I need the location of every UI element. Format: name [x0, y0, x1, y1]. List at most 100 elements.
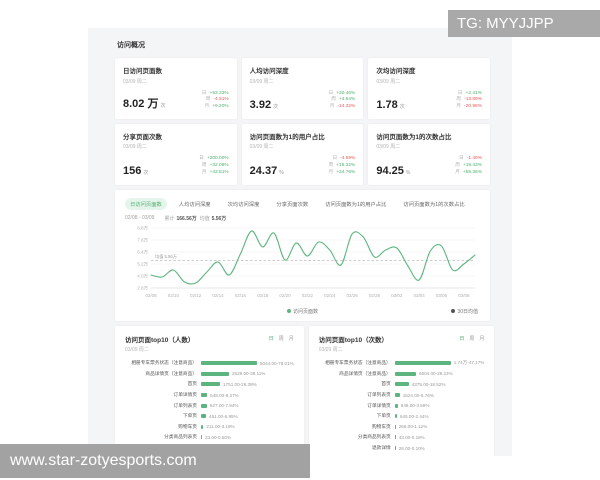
trend-tab[interactable]: 访问页面数为1的次数占比 [403, 201, 465, 208]
top-pages-card: 访问页面top10（次数） 日周月 03/09 周二相册专车票务状态（注意商品） 1.… [308, 325, 495, 456]
period-toggle[interactable]: 周 [278, 336, 284, 343]
top-pages-title: 访问页面top10（次数） [318, 336, 389, 344]
svg-text:2.8万: 2.8万 [137, 285, 148, 291]
trend-percent: +19.43% [462, 163, 482, 169]
trend-percent: -4.59% [340, 156, 356, 162]
period-toggle[interactable]: 日 [268, 336, 274, 343]
page-bar-row: 下单页 461.00-6.95% [125, 413, 294, 419]
svg-text:02/14: 02/14 [212, 293, 224, 298]
trend-percent: +32.08% [209, 163, 229, 169]
page-bar [201, 414, 207, 419]
trend-period-label: 日 [458, 156, 464, 162]
svg-text:6.4万: 6.4万 [137, 249, 148, 255]
trend-period-label: 周 [455, 163, 460, 169]
period-toggle[interactable]: 周 [469, 336, 475, 343]
trend-percent: +55.36% [462, 169, 482, 175]
trend-period-label: 日 [332, 156, 338, 162]
legend-item-series: 访问页面数 [125, 308, 480, 315]
svg-text:02/20: 02/20 [279, 293, 291, 298]
top-pages-grid: 访问页面top10（人数）日周月 03/09 周二 相册专车票务状态（注意商品） 50… [115, 325, 495, 456]
legend-dot-icon [286, 309, 291, 314]
page-value: 33.00-0.50% [205, 434, 232, 440]
trend-tab[interactable]: 分享页面次数 [276, 201, 309, 208]
page-value: 5044.00-76.01% [260, 360, 294, 366]
page-label: 订单列表页 [367, 392, 391, 398]
page-label: 商品详情页（注意商品） [145, 370, 197, 376]
trend-tab[interactable]: 人均访问深度 [178, 201, 211, 208]
trend-percent: -1.49% [466, 156, 482, 162]
trend-summary-item: 累计 166.56万 [164, 215, 197, 222]
watermark-bottom-left: www.star-zotyesports.com [0, 444, 310, 478]
page-label: 购物车页 [371, 423, 391, 429]
stat-card-grid: 日访问页面数 03/09 周二 8.02 万次日 +53.33% 周 -4.51% 月 +9.… [115, 58, 490, 185]
legend-dot-icon [451, 309, 456, 314]
trend-period-label: 周 [205, 97, 211, 103]
page-value: 645.00-2.44% [399, 413, 429, 419]
page-bar [394, 414, 397, 419]
period-toggle[interactable]: 月 [288, 336, 294, 343]
trend-row: 周 +4.54% [328, 97, 355, 104]
page-bar-row: 相册专车票务状态（注意商品） 5044.00-76.01% [125, 360, 294, 366]
trend-percent: +9.20% [212, 104, 229, 110]
trend-legend: 访问页面数 30日均值 [125, 308, 480, 316]
top-pages-title: 访问页面top10（人数） [125, 336, 195, 344]
page-bar [201, 393, 208, 398]
trend-row: 月 +34.76% [328, 170, 355, 177]
page-bar [394, 382, 409, 387]
stat-card-value: 24.37% [249, 164, 284, 177]
page-bar-row: 分类商品列表页 43.00-0.18% [319, 434, 485, 440]
stat-card-body: 8.02 万次 日 +53.33% 周 -4.51% 月 +9.20% [123, 91, 229, 111]
page-label: 退款详情 [371, 445, 391, 451]
stat-card-value: 8.02 万次 [123, 97, 166, 110]
page-value: 26.00-0.10% [398, 445, 425, 451]
trend-row: 周 +32.08% [199, 163, 229, 170]
trend-period-label: 月 [455, 169, 460, 175]
page-bar [394, 446, 396, 451]
svg-text:8.8万: 8.8万 [137, 225, 148, 231]
stat-card-title: 访问页面数为1的次数占比 [376, 133, 452, 141]
page-bar-row: 商品详情页（注意商品） 2529.00-38.11% [125, 371, 294, 377]
trend-row: 日 +2.41% [456, 91, 482, 98]
svg-text:02/24: 02/24 [324, 293, 336, 298]
stat-card-unit: 次 [143, 169, 149, 176]
stat-card-date: 03/09 周二 [123, 78, 147, 85]
svg-text:03/04: 03/04 [414, 293, 426, 298]
page-bar [394, 403, 398, 408]
trend-percent: +4.54% [338, 97, 356, 103]
period-toggle[interactable]: 月 [479, 336, 485, 343]
top-pages-date: 03/09 周二 [125, 347, 149, 354]
trend-percent: -14.32% [337, 104, 356, 110]
trend-tab[interactable]: 访问页面数为1的用户占比 [325, 201, 387, 208]
page-label: 购物车页 [178, 423, 197, 429]
trend-percent: +34.76% [336, 169, 356, 175]
trend-percent: +200.00% [206, 156, 229, 162]
page-value: 548.00-8.27% [210, 392, 239, 398]
trend-row: 月 +55.36% [455, 170, 482, 177]
trend-percent: -20.98% [464, 104, 482, 110]
period-toggle[interactable]: 日 [459, 336, 465, 343]
trend-summary-item: 均值 5.56万 [199, 215, 227, 222]
stat-card-trends: 日 +2.41% 周 -13.89% 月 -20.98% [456, 91, 482, 111]
stat-card-value: 94.25% [376, 164, 411, 177]
trend-row: 周 -4.51% [202, 97, 229, 104]
page-bar-row: 相册专车票务状态（注意商品） 1.74万-47.17% [319, 360, 484, 366]
trend-info: 02/08 - 03/09 累计 166.56万 均值 5.56万 [125, 215, 480, 222]
svg-text:02/28: 02/28 [369, 293, 381, 298]
page-bar-row: 购物车页 266.00-1.12% [319, 424, 485, 430]
top-pages-date: 03/09 周二 [318, 347, 343, 354]
svg-text:02/12: 02/12 [190, 293, 202, 298]
stat-card-title: 人均访问深度 [249, 68, 289, 75]
stat-card-trends: 日 -4.59% 周 +15.32% 月 +34.76% [328, 156, 355, 176]
trend-date-range: 02/08 - 03/09 [125, 214, 155, 221]
trend-row: 周 +15.32% [328, 163, 355, 170]
trend-tab[interactable]: 次均访问深度 [227, 201, 260, 208]
top-pages-rows: 相册专车票务状态（注意商品） 1.74万-47.17% 商品详情页（注意商品） 660… [319, 360, 485, 456]
period-toggle-group: 日周月 [459, 335, 484, 342]
analytics-dashboard: 访问概况 日访问页面数 03/09 周二 8.02 万次日 +53.33% 周 -4.51… [88, 28, 512, 456]
trend-tab[interactable]: 日访问页面数 [125, 197, 167, 210]
trend-percent: +43.51% [209, 169, 229, 175]
trend-row: 月 +43.51% [199, 170, 229, 177]
trend-chart-card: 日访问页面数 人均访问深度 次均访问深度 分享页面次数 访问页面数为1的用户占比 访问页面… [115, 189, 490, 321]
trend-period-label: 周 [201, 163, 207, 169]
stat-card-trends: 日 +30.46% 周 +4.54% 月 -14.32% [328, 91, 355, 111]
